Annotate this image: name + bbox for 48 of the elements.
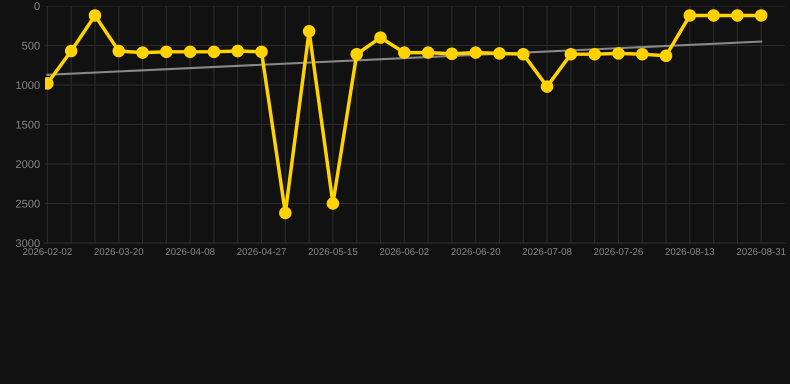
- point: [160, 46, 173, 58]
- y-tick-label: 3000: [16, 239, 40, 248]
- point: [636, 48, 648, 60]
- x-tick-label: 2026-04-08: [166, 248, 215, 255]
- point: [588, 48, 601, 60]
- point: [184, 46, 196, 58]
- point: [754, 9, 768, 22]
- point: [564, 48, 578, 60]
- point: [707, 9, 720, 22]
- point: [255, 46, 268, 58]
- x-tick-label: 2026-08-13: [665, 248, 714, 255]
- point: [302, 25, 316, 38]
- y-tick-label: 2500: [16, 200, 40, 208]
- x-tick-label: 2026-06-20: [451, 248, 500, 255]
- point: [208, 46, 220, 58]
- y-tick-label: 0: [34, 2, 40, 10]
- point: [660, 50, 672, 62]
- point: [326, 197, 340, 210]
- x-tick-label: 2026-06-02: [380, 248, 429, 255]
- point: [136, 46, 149, 59]
- point: [112, 44, 126, 58]
- point: [684, 9, 696, 22]
- x-tick-label: 2026-04-27: [237, 248, 286, 255]
- point: [731, 9, 744, 22]
- point: [88, 9, 102, 22]
- x-tick-label: 2026-05-15: [308, 248, 358, 255]
- point: [446, 48, 458, 60]
- point: [398, 46, 411, 59]
- point: [422, 46, 434, 59]
- x-tick-label: 2026-02-02: [23, 248, 72, 255]
- point: [493, 47, 506, 60]
- point: [612, 47, 625, 60]
- point: [374, 31, 387, 44]
- point: [517, 48, 530, 60]
- y-tick-label: 1500: [16, 120, 40, 129]
- y-tick-label: 1000: [16, 81, 40, 90]
- x-tick-label: 2026-03-20: [94, 248, 144, 255]
- point: [64, 44, 78, 58]
- point: [350, 48, 363, 60]
- point: [231, 44, 244, 58]
- y-tick-label: 500: [22, 42, 40, 50]
- x-tick-label: 2026-07-26: [594, 248, 643, 255]
- y-tick-label: 2000: [16, 160, 40, 168]
- point: [540, 80, 554, 93]
- x-tick-label: 2026-08-31: [736, 248, 786, 255]
- point: [469, 46, 482, 59]
- point: [279, 206, 292, 220]
- x-tick-label: 2026-07-08: [522, 248, 572, 255]
